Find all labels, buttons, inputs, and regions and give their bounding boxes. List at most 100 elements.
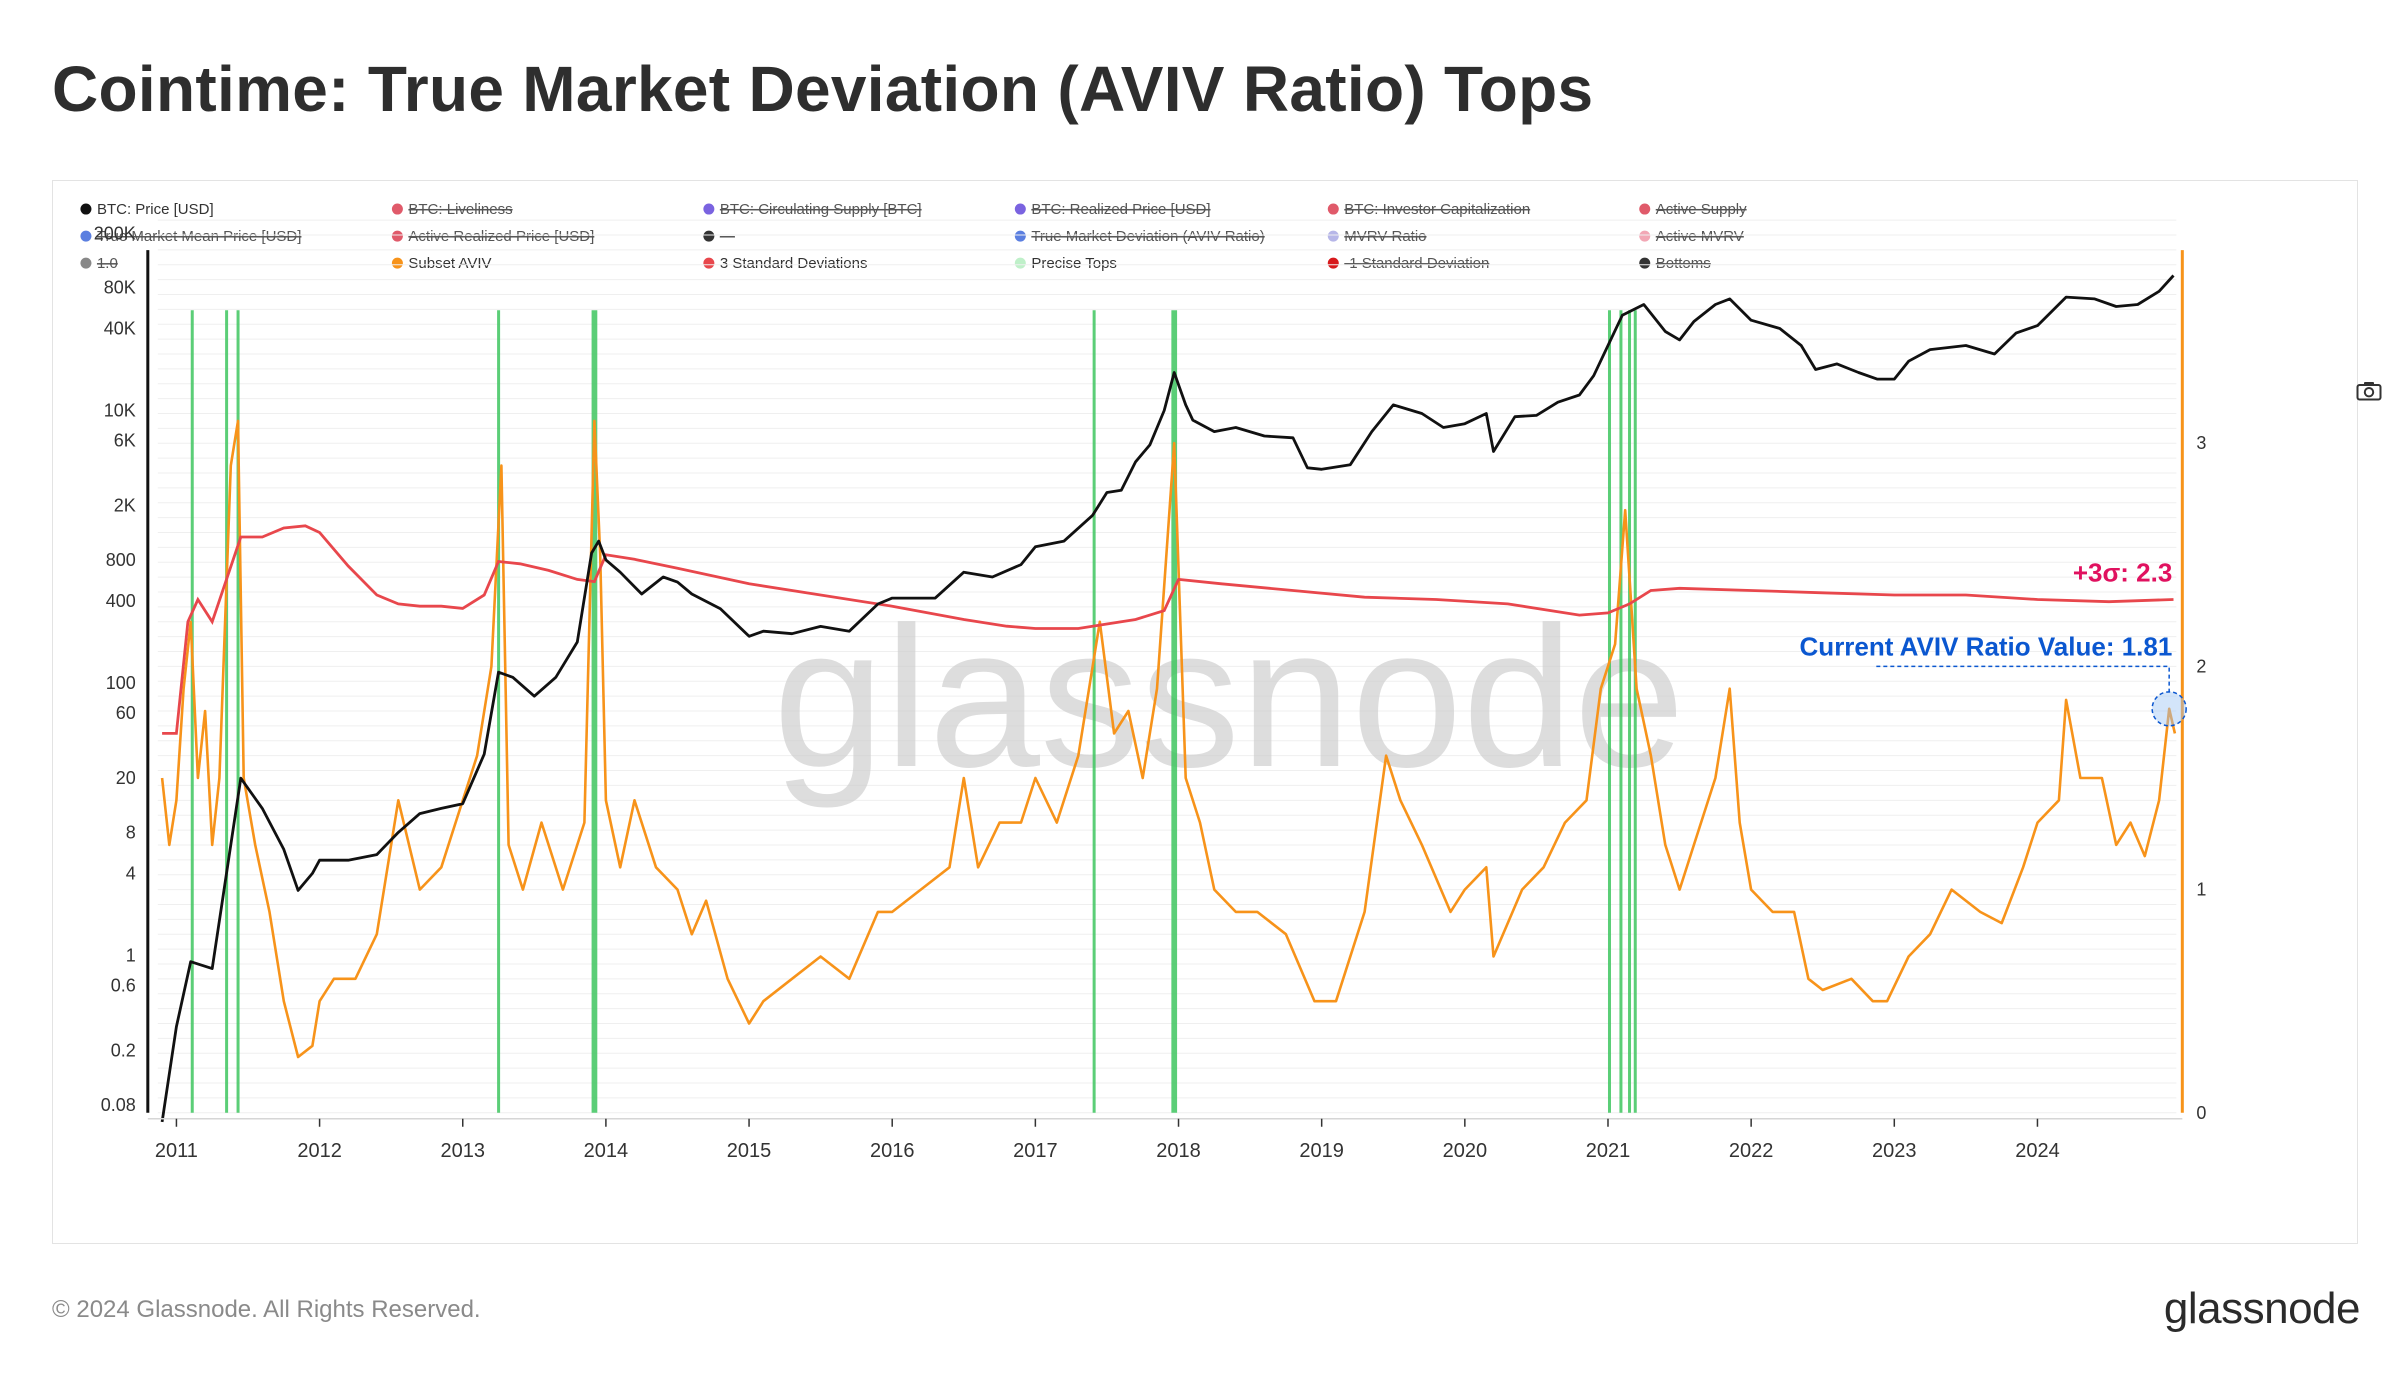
- y-right-tick-label: 1: [2196, 880, 2206, 900]
- legend-item[interactable]: True Market Deviation (AVIV Ratio): [1014, 228, 1265, 245]
- y-left-tick-label: 100: [106, 673, 136, 693]
- legend-item[interactable]: BTC: Realized Price [USD]: [1014, 201, 1211, 218]
- grid: [157, 219, 2177, 1114]
- y-left-tick-label: 0.6: [111, 976, 136, 996]
- legend-item[interactable]: 1.0: [80, 255, 118, 272]
- precise-top-bar: [1171, 310, 1178, 1113]
- page-title: Cointime: True Market Deviation (AVIV Ra…: [52, 53, 1594, 125]
- legend-item[interactable]: Active Realized Price [USD]: [391, 228, 594, 245]
- legend-label: Active Realized Price [USD]: [408, 228, 594, 245]
- legend-marker: [1327, 257, 1339, 269]
- legend-marker: [391, 203, 403, 215]
- legend-marker: [1639, 257, 1651, 269]
- series-btc-price: [160, 274, 2175, 1123]
- camera-icon[interactable]: [2356, 381, 2382, 401]
- y-left-tick-label: 40K: [104, 318, 136, 338]
- legend-item[interactable]: -1 Standard Deviation: [1327, 255, 1490, 272]
- legend-label: Active MVRV: [1656, 228, 1744, 245]
- legend-item[interactable]: Active MVRV: [1639, 228, 1744, 245]
- legend-marker: [1327, 203, 1339, 215]
- legend-marker: [703, 230, 715, 242]
- x-tick-label: 2018: [1156, 1140, 1201, 1162]
- chart-frame: BTC: Price [USD] BTC: Liveliness BTC: Circ…: [52, 180, 2382, 1244]
- watermark: glassnode: [773, 586, 1685, 809]
- legend-label: True Market Deviation (AVIV Ratio): [1031, 228, 1264, 245]
- copyright: © 2024 Glassnode. All Rights Reserved.: [52, 1296, 481, 1323]
- legend-item[interactable]: BTC: Liveliness: [391, 201, 513, 218]
- legend-label: True Market Mean Price [USD]: [97, 228, 302, 245]
- y-left-tick-label: 400: [106, 591, 136, 611]
- legend-marker: [1014, 257, 1026, 269]
- legend-label: Precise Tops: [1031, 255, 1117, 272]
- precise-top-bar: [225, 310, 229, 1113]
- precise-tops: [190, 310, 1637, 1113]
- legend-marker: [1014, 230, 1026, 242]
- precise-top-bar: [1633, 310, 1637, 1113]
- legend-label: BTC: Realized Price [USD]: [1031, 201, 1210, 218]
- legend-item[interactable]: BTC: Circulating Supply [BTC]: [703, 201, 922, 218]
- y-right-tick-label: 0: [2196, 1103, 2206, 1123]
- legend-item[interactable]: MVRV Ratio: [1327, 228, 1427, 245]
- precise-top-bar: [591, 310, 598, 1113]
- y-left-tick-label: 1: [126, 945, 136, 965]
- x-tick-label: 2014: [584, 1140, 629, 1162]
- legend-label: BTC: Price [USD]: [97, 201, 214, 218]
- y-right-tick-label: 2: [2196, 656, 2206, 676]
- y-left-tick-label: 800: [106, 550, 136, 570]
- annotation-3-sigma: +3σ: 2.3: [2073, 558, 2172, 588]
- legend-label: 3 Standard Deviations: [720, 255, 868, 272]
- current-value-marker: [2151, 691, 2187, 727]
- legend-marker: [80, 257, 92, 269]
- x-tick-label: 2015: [727, 1140, 772, 1162]
- annotation-current-aviv: Current AVIV Ratio Value: 1.81: [1800, 631, 2173, 661]
- legend-marker: [391, 257, 403, 269]
- y-left-tick-label: 4: [126, 863, 136, 883]
- glassnode-logo[interactable]: glassnode: [2163, 1284, 2361, 1333]
- legend-item[interactable]: —: [703, 228, 735, 245]
- y-left-tick-label: 60: [116, 703, 136, 723]
- x-tick-label: 2024: [2015, 1140, 2060, 1162]
- y-left-tick-label: 20: [116, 768, 136, 788]
- y-left-tick-label: 200K: [94, 223, 136, 243]
- legend-label: BTC: Circulating Supply [BTC]: [720, 201, 922, 218]
- legend-marker: [1639, 203, 1651, 215]
- x-tick-label: 2022: [1729, 1140, 1774, 1162]
- legend-marker: [1014, 203, 1026, 215]
- legend-marker: [80, 203, 92, 215]
- chart-svg: BTC: Price [USD] BTC: Liveliness BTC: Circ…: [80, 201, 2207, 1162]
- legend-label: 1.0: [97, 255, 118, 272]
- legend-item[interactable]: BTC: Investor Capitalization: [1327, 201, 1530, 218]
- legend-item[interactable]: Precise Tops: [1014, 255, 1117, 272]
- precise-top-bar: [1628, 310, 1632, 1113]
- legend-marker: [703, 257, 715, 269]
- y-right-tick-label: 3: [2196, 433, 2206, 453]
- legend-label: Subset AVIV: [408, 255, 491, 272]
- legend-label: Active Supply: [1656, 201, 1747, 218]
- legend-item[interactable]: True Market Mean Price [USD]: [80, 228, 301, 245]
- series-subset-aviv: [160, 419, 2177, 1059]
- precise-top-bar: [1619, 310, 1623, 1113]
- annotations: +3σ: 2.3 Current AVIV Ratio Value: 1.81: [1800, 558, 2187, 727]
- precise-top-bar: [1607, 310, 1611, 1113]
- precise-top-bar: [190, 310, 194, 1113]
- x-tick-label: 2021: [1586, 1140, 1631, 1162]
- legend-item[interactable]: 3 Standard Deviations: [703, 255, 867, 272]
- x-tick-label: 2017: [1013, 1140, 1058, 1162]
- y-left-tick-label: 8: [126, 822, 136, 842]
- precise-top-bar: [236, 310, 240, 1113]
- x-tick-label: 2016: [870, 1140, 915, 1162]
- legend-item[interactable]: Active Supply: [1639, 201, 1747, 218]
- y-left-tick-label: 0.08: [101, 1095, 136, 1115]
- axes: 200K80K40K10K6K2K80040010060208410.60.20…: [94, 223, 2207, 1161]
- legend-item[interactable]: Bottoms: [1639, 255, 1711, 272]
- x-tick-label: 2011: [155, 1140, 198, 1162]
- x-tick-label: 2019: [1299, 1140, 1344, 1162]
- x-tick-label: 2012: [297, 1140, 342, 1162]
- legend-marker: [391, 230, 403, 242]
- legend-item[interactable]: BTC: Price [USD]: [80, 201, 214, 218]
- legend-marker: [1327, 230, 1339, 242]
- legend-item[interactable]: Subset AVIV: [391, 255, 492, 272]
- x-tick-label: 2023: [1872, 1140, 1917, 1162]
- legend-label: MVRV Ratio: [1344, 228, 1426, 245]
- legend-marker: [1639, 230, 1651, 242]
